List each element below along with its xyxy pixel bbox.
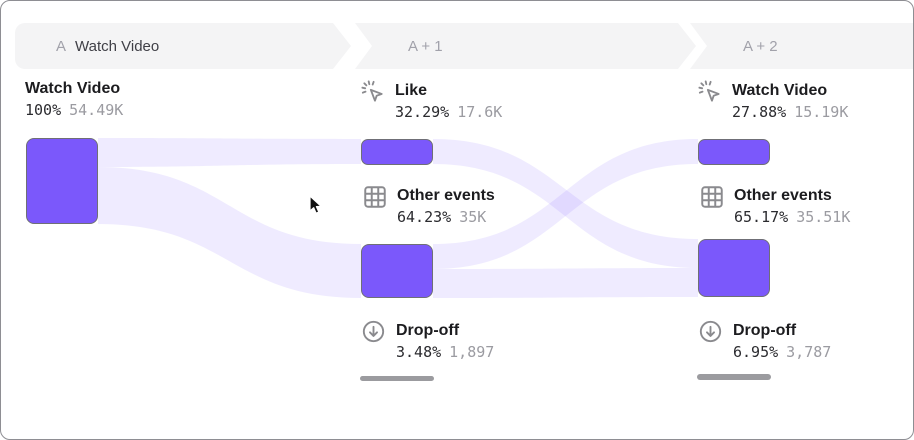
flow-otherevents-1-to-otherevents-2[interactable]	[433, 268, 698, 298]
node-watchvideo-step-a[interactable]	[26, 138, 98, 224]
click-icon	[360, 79, 386, 105]
step-header-a[interactable]: A Watch Video	[15, 23, 351, 69]
conversion-pct: 65.17%	[734, 208, 789, 226]
flow-watchvideo-to-otherevents-1[interactable]	[98, 167, 361, 298]
user-count: 3,787	[786, 343, 832, 361]
user-count: 15.19K	[794, 103, 849, 121]
node-label-otherevents-a2[interactable]: Other events 65.17% 35.51K	[699, 186, 850, 226]
event-name: Like	[395, 82, 428, 99]
conversion-pct: 64.23%	[397, 208, 452, 226]
node-label-otherevents-a1[interactable]: Other events 64.23% 35K	[362, 186, 495, 226]
flow-watchvideo-to-like[interactable]	[98, 138, 361, 167]
step-label: Watch Video	[75, 37, 160, 55]
conversion-pct: 32.29%	[395, 103, 450, 121]
conversion-pct: 3.48%	[396, 343, 442, 361]
grid-icon	[699, 184, 725, 210]
dropoff-bar-step-a2[interactable]	[697, 374, 771, 380]
step-label: A + 1	[408, 37, 443, 55]
user-count: 17.6K	[457, 103, 503, 121]
event-name: Drop-off	[733, 322, 797, 339]
node-label-watchvideo-a[interactable]: Watch Video 100% 54.49K	[25, 79, 123, 119]
user-count: 1,897	[449, 343, 495, 361]
user-count: 54.49K	[69, 101, 124, 119]
mouse-cursor-icon	[306, 195, 326, 217]
node-watchvideo-step-a2[interactable]	[698, 139, 770, 165]
flow-like-to-otherevents-2[interactable]	[433, 139, 698, 268]
node-label-watchvideo-a2[interactable]: Watch Video 27.88% 15.19K	[697, 79, 849, 121]
step-header-a2[interactable]: A + 2	[690, 23, 913, 69]
event-name: Drop-off	[396, 322, 460, 339]
step-letter: A	[56, 37, 67, 55]
flow-otherevents-1-to-watchvideo-2[interactable]	[433, 139, 698, 269]
event-name: Watch Video	[25, 80, 121, 97]
node-label-like-a1[interactable]: Like 32.29% 17.6K	[360, 79, 503, 121]
click-icon	[697, 79, 723, 105]
node-otherevents-step-a1[interactable]	[361, 244, 433, 298]
dropoff-bar-step-a1[interactable]	[360, 376, 434, 381]
conversion-pct: 27.88%	[732, 103, 787, 121]
node-otherevents-step-a2[interactable]	[698, 239, 770, 297]
event-name: Other events	[397, 187, 495, 204]
node-like-step-a1[interactable]	[361, 139, 433, 165]
grid-icon	[362, 184, 388, 210]
step-header-a1[interactable]: A + 1	[355, 23, 696, 69]
node-label-dropoff-a1[interactable]: Drop-off 3.48% 1,897	[361, 319, 495, 361]
dropoff-icon	[698, 319, 724, 345]
user-count: 35K	[459, 208, 487, 226]
node-label-dropoff-a2[interactable]: Drop-off 6.95% 3,787	[698, 319, 832, 361]
event-name: Watch Video	[732, 82, 828, 99]
conversion-pct: 6.95%	[733, 343, 779, 361]
dropoff-icon	[361, 319, 387, 345]
conversion-pct: 100%	[25, 101, 62, 119]
event-name: Other events	[734, 187, 832, 204]
user-count: 35.51K	[796, 208, 851, 226]
step-label: A + 2	[743, 37, 778, 55]
